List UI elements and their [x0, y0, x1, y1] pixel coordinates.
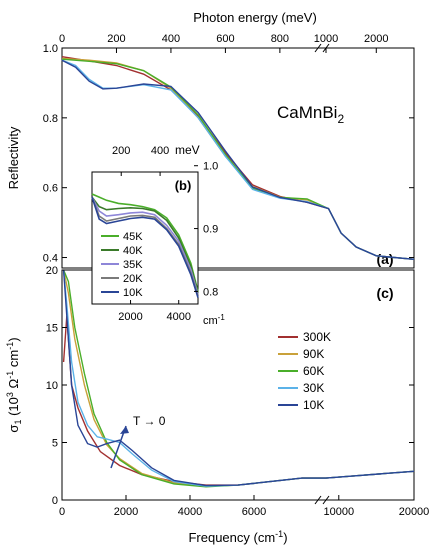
- panel-a-frame: [61, 47, 415, 269]
- panel-c-series-10K: [62, 269, 415, 487]
- panel-b-series: [91, 193, 199, 298]
- panel-b-legend-label: 40K: [123, 245, 143, 257]
- panel-a-xtick-label: 0: [59, 33, 65, 45]
- panel-a-ytick-label: 1.0: [43, 43, 58, 55]
- panel-b-series-10K: [91, 196, 199, 298]
- panel-a-xtick-label: 800: [271, 33, 289, 45]
- panel-a-ytick-label: 0.6: [43, 183, 58, 195]
- t-annotation: T → 0: [133, 414, 166, 428]
- panel-b-ytick-label: 1.0: [203, 161, 218, 173]
- panel-a-label: (a): [376, 251, 393, 267]
- panel-a-xtick-label: 1000: [314, 33, 338, 45]
- panel-c-xtick-label: 0: [59, 506, 65, 518]
- panel-c-label: (c): [376, 285, 393, 301]
- axis-break-mark: [322, 43, 330, 53]
- panel-a-xtick-label: 400: [162, 33, 180, 45]
- panel-c-legend: 300K 90K 60K 30K 10K: [278, 330, 331, 412]
- panel-b-top-tick-label: 200: [112, 145, 130, 157]
- panel-b-legend-label: 35K: [123, 259, 143, 271]
- panel-b-ytick-label: 0.8: [203, 286, 218, 298]
- panel-c-xtick-label: 2000: [114, 506, 138, 518]
- panel-c-xtick-label: 6000: [242, 506, 266, 518]
- panel-c-legend-label: 30K: [303, 381, 324, 395]
- panel-c-ytick-label: 15: [46, 323, 58, 335]
- panel-c-legend-label: 300K: [303, 330, 331, 344]
- panel-b-legend-label: 20K: [123, 273, 143, 285]
- axis-break-mark: [314, 495, 322, 505]
- panel-b-label: (b): [175, 178, 192, 193]
- panel-a-ytick-label: 0.4: [43, 253, 58, 265]
- t-arrow-head: [120, 426, 129, 434]
- panel-c-ytick-label: 0: [52, 495, 58, 507]
- panel-a-ytick-label: 0.8: [43, 113, 58, 125]
- panel-c-xtick-label: 10000: [323, 506, 354, 518]
- panel-b-inset: (b) meV cm-1 2000 4000 200 400 0.8 0.9 1.0 45K…: [91, 143, 225, 327]
- panel-c: (c) σ1 (103 Ω-1 cm-1) 0 5 10 15 20 0 2000 4000 6…: [5, 265, 429, 518]
- panel-c-legend-label: 90K: [303, 347, 324, 361]
- panel-c-ylabel: σ1 (103 Ω-1 cm-1): [5, 337, 23, 432]
- panel-a-ticks: 0.40.60.81.00 200 400 600 800 1000 2000: [43, 33, 414, 265]
- panel-a-ylabel: Reflectivity: [6, 126, 21, 189]
- panel-b-xtick-label: 4000: [166, 311, 190, 323]
- panel-c-series-300K: [62, 315, 415, 486]
- panel-b-legend-label: 10K: [123, 287, 143, 299]
- panel-b-series-35K: [91, 196, 199, 295]
- panel-c-ytick-label: 10: [46, 380, 58, 392]
- panel-a-xtick-label: 2000: [364, 33, 388, 45]
- panel-b-legend: 45K 40K 35K 20K 10K: [101, 231, 143, 299]
- panel-b-ticks: 2000 4000 200 400 0.8 0.9 1.0: [112, 145, 218, 323]
- panel-b-ytick-label: 0.9: [203, 224, 218, 236]
- panel-c-legend-label: 60K: [303, 364, 324, 378]
- panel-a-xtick-label: 200: [107, 33, 125, 45]
- panel-c-series: [62, 269, 415, 488]
- bottom-axis-title: Frequency (cm-1): [188, 529, 287, 545]
- panel-b-series-45K: [91, 193, 199, 292]
- panel-a-xtick-label: 600: [216, 33, 234, 45]
- panel-c-ytick-label: 20: [46, 265, 58, 277]
- inset-top-unit: meV: [175, 143, 200, 157]
- top-axis-title: Photon energy (meV): [193, 10, 317, 25]
- panel-a-series-10K: [61, 59, 415, 260]
- panel-b-series-40K: [91, 196, 199, 293]
- material-label: CaMnBi2: [277, 103, 344, 126]
- axis-break-mark: [322, 495, 330, 505]
- panel-c-ytick-label: 5: [52, 438, 58, 450]
- inset-bottom-unit: cm-1: [203, 313, 225, 327]
- panel-a: Reflectivity (a) CaMnBi2 0.40.60.81.00 20…: [6, 33, 415, 269]
- axis-break-mark: [314, 43, 322, 53]
- panel-c-legend-label: 10K: [303, 398, 324, 412]
- panel-c-ticks: 0 5 10 15 20 0 2000 4000 6000 10000 20000: [46, 265, 430, 518]
- panel-b-xtick-label: 2000: [118, 311, 142, 323]
- panel-c-xtick-label: 4000: [178, 506, 202, 518]
- panel-a-series: [61, 56, 415, 260]
- panel-c-xtick-label: 20000: [399, 506, 430, 518]
- panel-b-top-tick-label: 400: [151, 145, 169, 157]
- panel-b-legend-label: 45K: [123, 231, 143, 243]
